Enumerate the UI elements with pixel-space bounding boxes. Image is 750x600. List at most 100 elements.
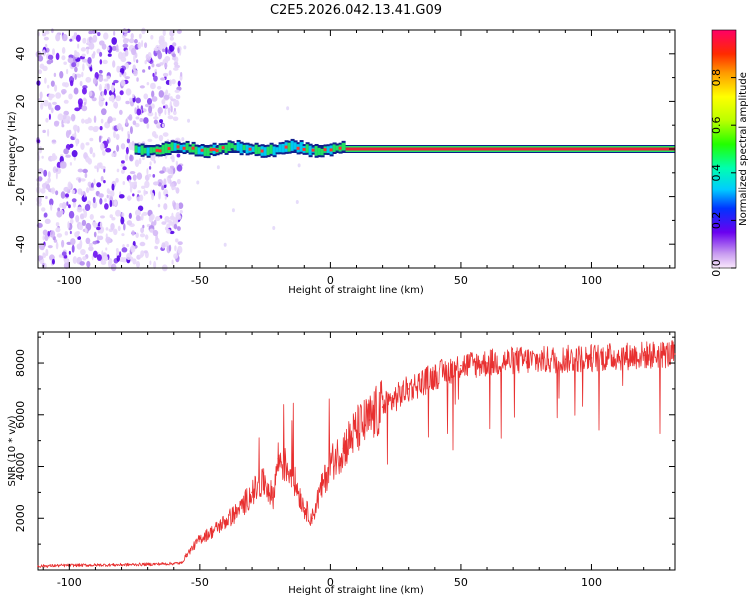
spectrogram-noise-blob (63, 99, 69, 104)
spectrogram-noise-blob (101, 250, 104, 257)
spectrogram-noise-blob (101, 43, 107, 50)
spectrogram-tone-wobble-inner (230, 143, 235, 149)
spectrogram-noise-blob (55, 168, 59, 172)
spectrogram-noise-blob (164, 63, 168, 69)
spectrogram-tone-wobble-inner (170, 142, 175, 151)
spectrogram-noise-blob (66, 68, 69, 75)
spectrogram-noise-blob (129, 154, 134, 162)
spectrogram-noise-blob (93, 178, 96, 186)
spectrogram-noise-blob (111, 183, 115, 191)
spectrogram-noise-blob (151, 96, 158, 102)
spectrogram-y-tick-label: 0 (14, 146, 27, 153)
spectrogram-tone-wobble-peak (176, 145, 180, 149)
spectrogram-noise-blob (69, 218, 74, 225)
snr-data-point (486, 362, 488, 364)
spectrogram-noise-blob (64, 231, 69, 236)
spectrogram-noise-blob (124, 49, 129, 57)
spectrogram-noise-blob (72, 256, 78, 264)
spectrogram-noise-blob (38, 69, 43, 75)
spectrogram-noise-blob (128, 114, 133, 121)
spectrogram-tone-wobble-inner (203, 147, 208, 156)
spectrogram-noise-speck (286, 106, 290, 111)
spectrogram-noise-blob (136, 108, 142, 116)
spectrogram-noise-blob (119, 90, 124, 96)
spectrogram-tone-wobble-inner (299, 142, 304, 152)
spectrogram-noise-blob (98, 94, 102, 103)
spectrogram-noise-blob (167, 168, 174, 175)
spectrogram-noise-blob (83, 97, 87, 102)
spectrogram-noise-blob (175, 238, 179, 243)
snr-data-point (212, 530, 214, 532)
spectrogram-noise-blob (54, 104, 61, 111)
spectrogram-tone-wobble-inner (305, 144, 310, 153)
spectrogram-tone-wobble-peak (209, 148, 213, 152)
spectrogram-noise-blob (96, 226, 101, 231)
snr-x-axis-label: Height of straight line (km) (288, 585, 424, 596)
spectrogram-noise-blob (158, 90, 165, 98)
spectrogram-noise-blob (139, 85, 145, 89)
spectrogram-noise-blob (148, 105, 153, 114)
spectrogram-noise-blob (103, 180, 106, 184)
spectrogram-noise-blob (125, 88, 132, 96)
spectrogram-noise-blob (85, 76, 92, 83)
spectrogram-noise-blob (161, 99, 166, 105)
spectrogram-noise-blob (141, 39, 144, 48)
spectrogram-tone-wobble-inner (290, 140, 295, 151)
spectrogram-noise-blob (111, 94, 115, 103)
spectrogram-noise-blob (52, 101, 57, 105)
spectrogram-noise-blob (142, 69, 146, 73)
spectrogram-tone-wobble-peak (215, 149, 219, 153)
spectrogram-noise-blob (85, 237, 91, 245)
spectrogram-noise-blob (104, 203, 109, 210)
spectrogram-noise-blob (47, 171, 51, 179)
spectrogram-noise-blob (102, 59, 108, 65)
spectrogram-noise-blob (106, 194, 109, 199)
spectrogram-noise-blob (42, 229, 48, 236)
spectrogram-noise-blob (48, 177, 51, 184)
spectrogram-noise-blob (89, 214, 94, 220)
spectrogram-noise-blob (77, 168, 84, 173)
spectrogram-noise-blob (100, 108, 107, 116)
spectrogram-noise-blob (122, 43, 129, 48)
spectrogram-tone-wobble-peak (182, 146, 186, 150)
spectrogram-tone-wobble-inner (179, 144, 184, 151)
spectrogram-noise-blob (65, 193, 70, 198)
spectrogram-noise-blob (68, 250, 71, 255)
spectrogram-noise-blob (75, 138, 78, 147)
spectrogram-noise-blob (89, 137, 94, 142)
spectrogram-noise-blob (169, 165, 175, 170)
snr-data-point (94, 564, 97, 566)
chart-title: C2E5.2026.042.13.41.G09 (270, 3, 442, 18)
spectrogram-noise-blob (44, 234, 49, 242)
spectrogram-noise-blob (43, 36, 49, 41)
colorbar-tick-label: 0.4 (710, 164, 723, 182)
spectrogram-noise-blob (152, 181, 159, 186)
snr-y-tick-label: 6000 (14, 401, 27, 429)
spectrogram-noise-blob (42, 32, 47, 37)
spectrogram-noise-speck (223, 242, 227, 247)
spectrogram-noise-blob (124, 33, 127, 37)
spectrogram-noise-blob (44, 218, 51, 225)
spectrogram-noise-blob (122, 37, 129, 44)
spectrogram-noise-blob (121, 257, 128, 263)
spectrogram-noise-blob (157, 107, 163, 114)
spectrogram-tone-wobble-inner (161, 144, 166, 155)
spectrogram-noise-blob (101, 91, 104, 97)
spectrogram-noise-blob (81, 71, 84, 78)
spectrogram-tone-wobble-inner (278, 144, 283, 153)
spectrogram-noise-blob (114, 151, 117, 158)
spectrogram-noise-blob (107, 53, 112, 57)
spectrogram-noise-blob (88, 42, 95, 50)
spectrogram-noise-blob (135, 214, 141, 222)
spectrogram-noise-blob (74, 66, 78, 73)
spectrogram-noise-blob (38, 146, 43, 154)
spectrogram-noise-blob (136, 172, 143, 180)
spectrogram-noise-blob (164, 56, 171, 62)
spectrogram-noise-blob (168, 70, 172, 76)
spectrogram-noise-blob (110, 223, 115, 230)
spectrogram-tone-wobble-inner (335, 145, 340, 151)
spectrogram-noise-blob (80, 178, 86, 182)
spectrogram-noise-blob (113, 200, 117, 206)
spectrogram-noise-blob (60, 191, 66, 199)
spectrogram-noise-blob (171, 78, 176, 85)
